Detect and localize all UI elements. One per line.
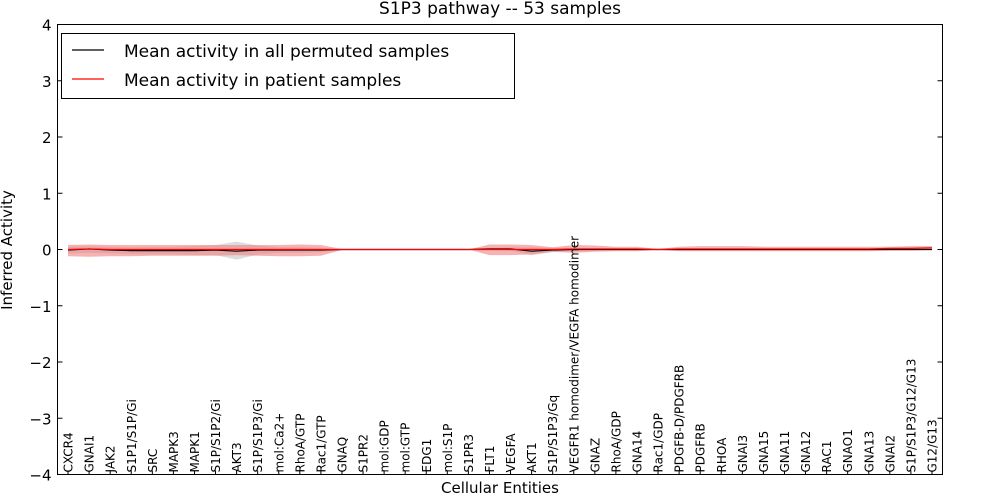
- x-tick-label: S1P/S1P3/Gi: [251, 399, 265, 472]
- x-tick-label: mol:GDP: [378, 420, 392, 472]
- x-tick-label: RhoA/GTP: [293, 414, 307, 473]
- x-tick-label: CXCR4: [62, 432, 76, 472]
- x-tick-label: EDG1: [420, 439, 434, 473]
- x-tick-label: GNAZ: [588, 438, 602, 473]
- chart-title: S1P3 pathway -- 53 samples: [379, 0, 621, 19]
- x-tick-label: Rac1/GTP: [314, 415, 328, 472]
- x-tick-label: VEGFA: [504, 433, 518, 473]
- y-tick-label: 1: [42, 185, 52, 203]
- series-lines: [68, 247, 932, 252]
- y-tick-label: 2: [42, 129, 52, 147]
- x-tick-label: RhoA/GDP: [609, 411, 623, 472]
- legend-box: [61, 33, 515, 99]
- x-tick-label: GNA11: [778, 431, 792, 473]
- x-tick-label: S1PR3: [462, 434, 476, 472]
- x-tick-label: S1P/S1P2/Gi: [209, 399, 223, 472]
- x-tick-label: S1P1/S1P/Gi: [125, 399, 139, 472]
- x-axis-ticks: CXCR4 GNAI1 JAK2 S1P1/S1P/Gi SRC MAPK3 MAPK1 S1…: [62, 236, 939, 475]
- x-tick-label: S1P/S1P3/Gq: [546, 395, 560, 473]
- x-tick-label: S1P/S1P3/G12/G13: [904, 359, 918, 473]
- x-tick-label: mol:GTP: [399, 423, 413, 473]
- legend-label-permuted: Mean activity in all permuted samples: [124, 42, 449, 62]
- x-axis-label: Cellular Entities: [441, 479, 559, 497]
- x-tick-label: PDGFB-D/PDGFRB: [673, 365, 687, 473]
- x-tick-label: mol:S1P: [441, 424, 455, 473]
- x-tick-label: Rac1/GDP: [652, 413, 666, 472]
- y-tick-label: 4: [42, 17, 52, 35]
- x-tick-label: PDGFRB: [694, 423, 708, 472]
- y-tick-label: −1: [29, 298, 51, 316]
- y-tick-label: −3: [29, 410, 51, 428]
- x-tick-label: S1PR2: [357, 434, 371, 472]
- x-tick-label: GNAI1: [83, 435, 97, 473]
- x-tick-label: GNAO1: [841, 429, 855, 472]
- legend-label-patient: Mean activity in patient samples: [124, 71, 401, 91]
- x-tick-label: AKT3: [230, 442, 244, 472]
- x-tick-label: FLT1: [483, 446, 497, 473]
- x-tick-label: GNAQ: [335, 437, 349, 473]
- series-line-patient: [68, 247, 932, 251]
- y-axis-label: Inferred Activity: [0, 190, 16, 310]
- x-tick-label: GNAI3: [736, 435, 750, 473]
- x-tick-label: G12/G13: [925, 419, 939, 472]
- x-tick-label: MAPK1: [188, 431, 202, 472]
- x-tick-label: GNA15: [757, 431, 771, 473]
- x-tick-label: JAK2: [104, 445, 118, 473]
- x-tick-label: RHOA: [715, 437, 729, 473]
- band-patient: [68, 244, 932, 257]
- x-tick-label: MAPK3: [167, 431, 181, 472]
- x-tick-label: RAC1: [820, 441, 834, 473]
- x-tick-label: VEGFR1 homodimer/VEGFA homodimer: [567, 236, 581, 473]
- y-tick-label: −4: [29, 467, 51, 485]
- y-tick-label: 3: [42, 73, 52, 91]
- y-tick-label: −2: [29, 354, 51, 372]
- y-tick-label: 0: [42, 242, 52, 260]
- x-tick-label: GNA13: [862, 431, 876, 473]
- y-axis-ticks: −4 −3 −2 −1 0 1 2 3 4: [29, 17, 943, 485]
- x-tick-label: GNA12: [799, 431, 813, 473]
- x-tick-label: mol:Ca2+: [272, 413, 286, 473]
- x-tick-label: AKT1: [525, 442, 539, 472]
- x-tick-label: GNAI2: [883, 435, 897, 473]
- legend: Mean activity in all permuted samples Me…: [61, 33, 515, 99]
- x-tick-label: GNA14: [630, 431, 644, 473]
- x-tick-label: SRC: [146, 449, 160, 473]
